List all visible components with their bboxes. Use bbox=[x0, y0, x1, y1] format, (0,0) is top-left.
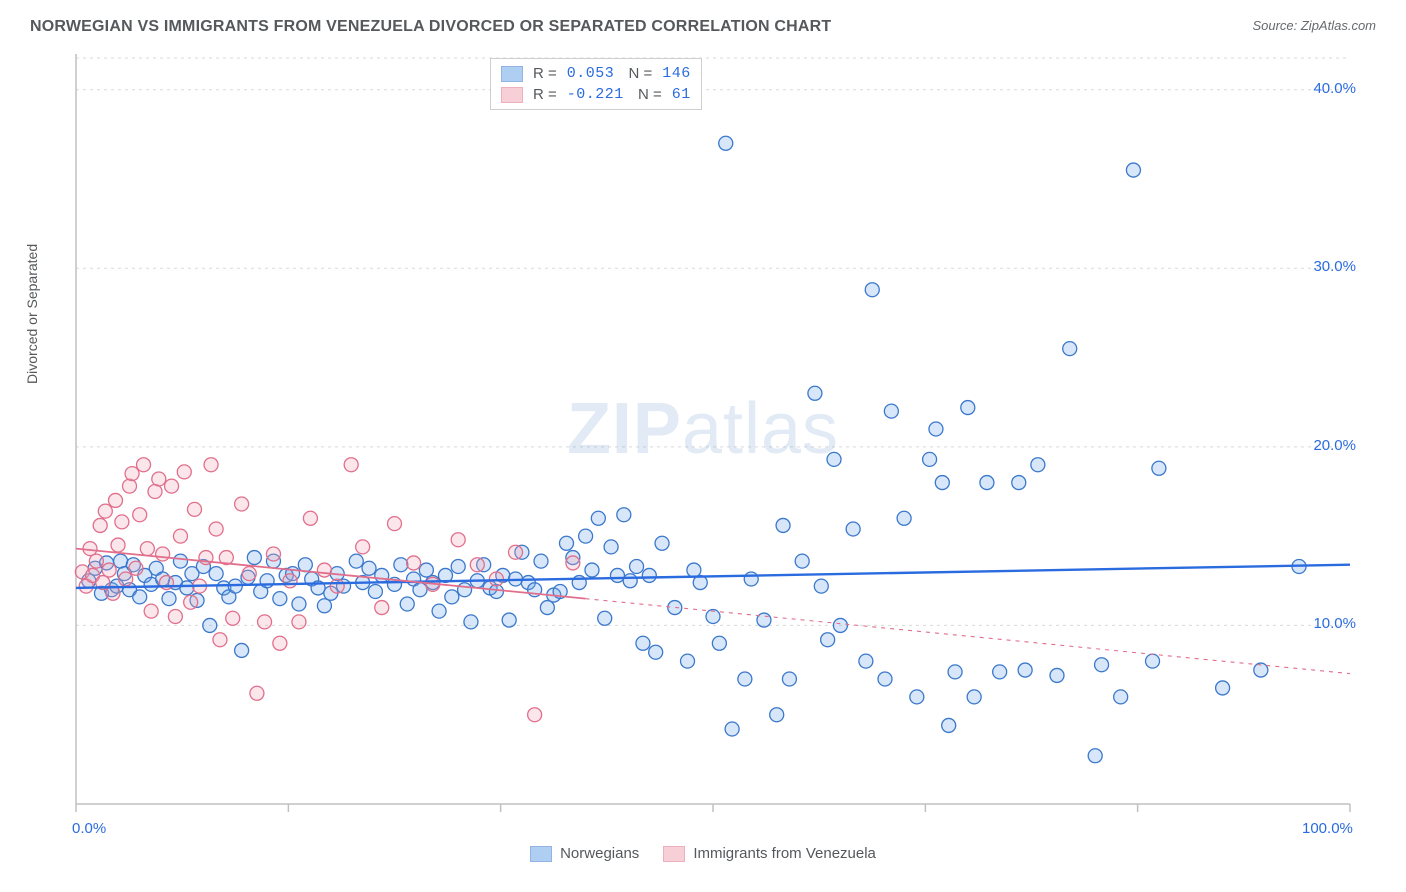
n-value-blue: 146 bbox=[662, 65, 691, 82]
y-axis-label: Divorced or Separated bbox=[24, 244, 40, 384]
r-value-blue: 0.053 bbox=[567, 65, 615, 82]
legend-bottom: Norwegians Immigrants from Venezuela bbox=[30, 845, 1376, 862]
legend-item-pink: Immigrants from Venezuela bbox=[663, 845, 876, 862]
r-value-pink: -0.221 bbox=[567, 86, 624, 103]
n-value-pink: 61 bbox=[672, 86, 691, 103]
stats-row-pink: R =-0.221 N =61 bbox=[501, 84, 691, 105]
x-tick-min: 0.0% bbox=[72, 820, 106, 837]
y-tick-label: 30.0% bbox=[1313, 258, 1356, 275]
y-tick-label: 10.0% bbox=[1313, 615, 1356, 632]
swatch-blue bbox=[501, 66, 523, 82]
x-tick-max: 100.0% bbox=[1302, 820, 1353, 837]
y-tick-label: 20.0% bbox=[1313, 437, 1356, 454]
legend-label-pink: Immigrants from Venezuela bbox=[693, 845, 876, 862]
correlation-stats-box: R =0.053 N =146 R =-0.221 N =61 bbox=[490, 58, 702, 110]
stats-row-blue: R =0.053 N =146 bbox=[501, 63, 691, 84]
legend-swatch-blue bbox=[530, 846, 552, 862]
y-tick-label: 40.0% bbox=[1313, 80, 1356, 97]
swatch-pink bbox=[501, 87, 523, 103]
legend-swatch-pink bbox=[663, 846, 685, 862]
legend-label-blue: Norwegians bbox=[560, 845, 639, 862]
source-attribution: Source: ZipAtlas.com bbox=[1252, 18, 1376, 33]
scatter-chart: Divorced or Separated ZIPatlas R =0.053 … bbox=[30, 44, 1376, 864]
chart-svg bbox=[30, 44, 1376, 834]
chart-title: NORWEGIAN VS IMMIGRANTS FROM VENEZUELA D… bbox=[30, 18, 831, 36]
legend-item-blue: Norwegians bbox=[530, 845, 639, 862]
